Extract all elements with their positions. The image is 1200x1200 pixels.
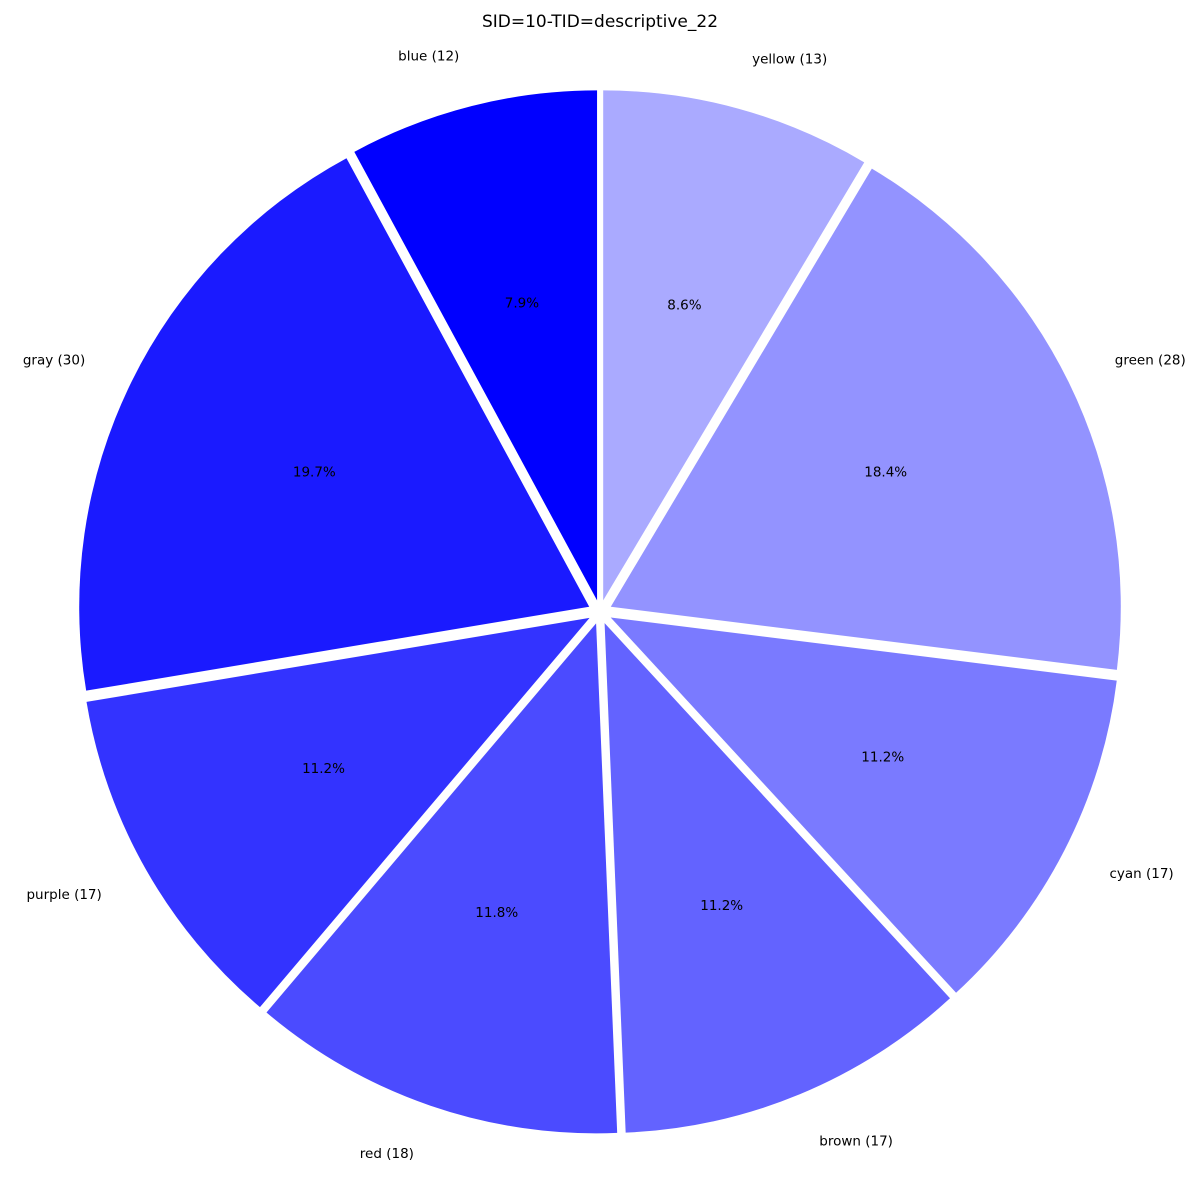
- slice-category-label: cyan (17): [1109, 866, 1173, 882]
- slice-percent-label: 11.2%: [302, 761, 345, 777]
- slice-category-label: purple (17): [26, 887, 101, 903]
- slice-percent-label: 8.6%: [667, 297, 701, 313]
- chart-title: SID=10-TID=descriptive_22: [481, 12, 719, 32]
- slice-category-label: red (18): [360, 1146, 414, 1162]
- pie-slice-green: [610, 168, 1121, 670]
- slice-percent-label: 11.2%: [861, 750, 904, 766]
- pie-slice-blue: [354, 90, 598, 601]
- slice-percent-label: 19.7%: [293, 464, 336, 480]
- pie-slice-brown: [604, 623, 951, 1133]
- slice-percent-label: 7.9%: [505, 296, 539, 312]
- slice-category-label: green (28): [1115, 352, 1186, 368]
- pie-slice-cyan: [610, 617, 1117, 993]
- pie-slice-purple: [86, 617, 590, 1008]
- pie-slice-gray: [79, 158, 590, 691]
- slice-category-label: brown (17): [819, 1133, 893, 1149]
- pie-slice-yellow: [603, 90, 865, 601]
- slice-percent-label: 18.4%: [864, 464, 907, 480]
- slice-category-label: blue (12): [398, 49, 459, 65]
- pie-slice-red: [266, 623, 618, 1134]
- slice-category-label: gray (30): [23, 352, 85, 368]
- slice-percent-label: 11.8%: [475, 905, 518, 921]
- slice-category-label: yellow (13): [752, 52, 827, 68]
- slice-percent-label: 11.2%: [700, 898, 743, 914]
